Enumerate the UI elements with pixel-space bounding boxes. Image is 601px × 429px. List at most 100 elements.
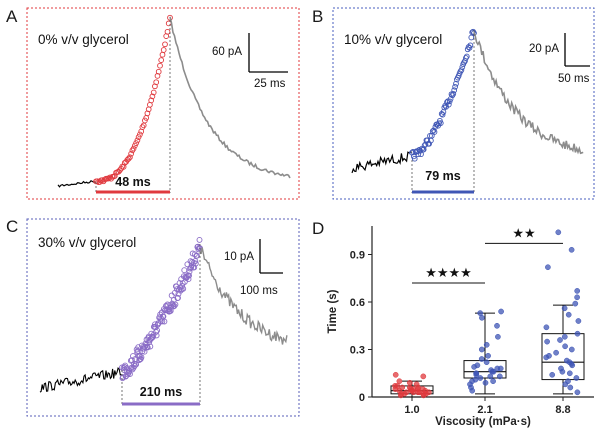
panel-d-letter: D (312, 219, 324, 238)
y-tick-label: 0.3 (350, 345, 365, 357)
rise-marker (458, 67, 465, 73)
panel-b-rise-markers (409, 28, 477, 162)
rise-marker (467, 42, 474, 49)
points-1.0 (392, 371, 432, 399)
panel-b-condition: 10% v/v glycerol (344, 32, 442, 47)
rise-marker (466, 45, 473, 51)
data-point (415, 389, 421, 396)
rise-marker (106, 174, 113, 181)
rise-marker (452, 83, 458, 90)
y-tick-label: 0.9 (350, 250, 365, 262)
data-point (574, 288, 581, 294)
rise-marker (411, 155, 418, 162)
data-point (485, 352, 491, 359)
rise-marker (188, 264, 195, 271)
data-point (549, 371, 556, 378)
rise-marker (167, 307, 174, 314)
data-point (572, 300, 579, 307)
panel-c-duration: 210 ms (140, 385, 182, 399)
data-point (566, 370, 573, 377)
rise-marker (159, 51, 166, 58)
rise-marker (459, 64, 466, 70)
data-point (478, 346, 485, 353)
data-point (483, 341, 490, 348)
rise-marker (179, 283, 186, 289)
rise-marker (437, 120, 444, 126)
data-point (553, 349, 559, 356)
data-point (487, 373, 494, 380)
data-point (422, 387, 429, 394)
data-point (401, 390, 408, 397)
panel-c-letter: C (6, 217, 18, 236)
rise-marker (445, 101, 452, 108)
rise-marker (158, 57, 165, 63)
rise-marker (138, 354, 145, 361)
data-point (546, 352, 552, 359)
x-tick-label: 1.0 (404, 404, 419, 416)
significance-stars: ★★ (512, 226, 535, 241)
rise-marker (161, 318, 168, 325)
panel-b-frame (332, 7, 595, 200)
data-point (473, 370, 479, 377)
rise-marker (175, 294, 181, 301)
panel-b-letter: B (312, 7, 323, 26)
y-tick-label: 0 (359, 392, 365, 404)
rise-marker (147, 343, 154, 350)
rise-marker (185, 276, 192, 283)
rise-marker (134, 137, 141, 144)
rise-marker (156, 314, 163, 321)
panel-c-frame (26, 218, 300, 417)
data-point (407, 386, 414, 392)
panel-a-scale-time: 25 ms (254, 78, 286, 90)
data-point (396, 378, 403, 385)
data-point (477, 310, 484, 316)
data-point (496, 373, 503, 380)
rise-marker (133, 140, 139, 146)
rise-marker (99, 177, 106, 183)
data-point (543, 324, 550, 331)
data-point (483, 359, 490, 366)
rise-marker (465, 44, 472, 50)
rise-marker (101, 176, 108, 183)
data-point (420, 373, 427, 380)
data-point (495, 333, 501, 340)
points-8.8 (543, 229, 582, 396)
rise-marker (150, 89, 157, 96)
rise-marker (144, 344, 151, 351)
data-point (399, 384, 406, 391)
data-point (573, 375, 580, 381)
rise-marker (439, 111, 446, 118)
rise-marker (196, 236, 203, 243)
rise-marker (171, 303, 178, 309)
rise-marker (191, 264, 198, 271)
rise-marker (125, 155, 132, 162)
data-point (490, 378, 496, 385)
rise-marker (157, 62, 163, 69)
data-point (563, 357, 570, 364)
data-point (545, 264, 551, 271)
rise-marker (133, 361, 140, 368)
data-point (557, 337, 563, 343)
rise-marker (451, 87, 458, 94)
rise-marker (144, 110, 151, 117)
panel-c: C 30% v/v glycerol 10 pA 100 ms 210 ms (6, 217, 300, 417)
rise-marker (160, 47, 167, 53)
rise-marker (126, 371, 133, 378)
data-point (497, 365, 504, 372)
rise-marker (152, 321, 158, 328)
rise-marker (172, 301, 179, 308)
panel-d-boxplot: 0 0.3 0.6 0.9 1.0 2.1 8.8 Viscosity (mPa·s) Time… (327, 226, 594, 428)
panel-a-condition: 0% v/v glycerol (38, 32, 129, 47)
rise-marker (181, 267, 188, 274)
data-point (561, 333, 568, 340)
rise-marker (187, 265, 194, 272)
data-point (494, 322, 500, 329)
data-point (392, 371, 399, 378)
rise-marker (111, 173, 118, 179)
panel-a-decay-trace (169, 16, 291, 179)
y-tick-label: 0.6 (350, 297, 365, 309)
rise-marker (155, 68, 162, 75)
y-axis-label: Time (s) (327, 289, 339, 333)
rise-marker (127, 154, 133, 161)
